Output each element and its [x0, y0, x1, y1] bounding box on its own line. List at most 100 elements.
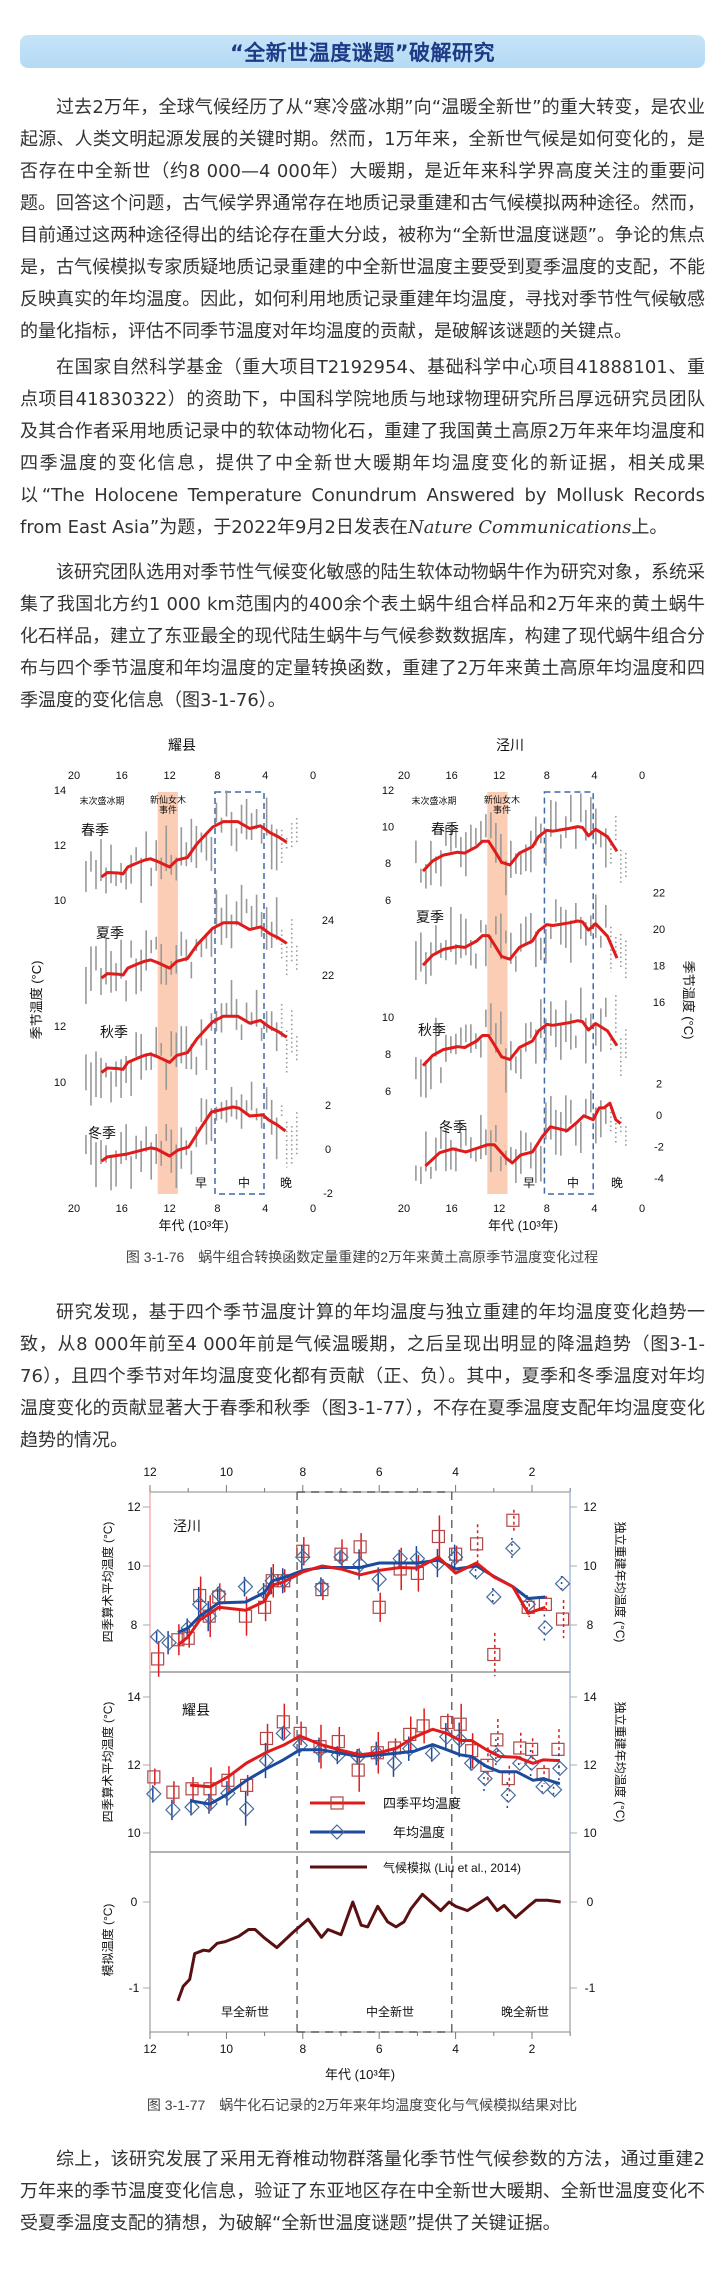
seasonal-mean-marker	[193, 1588, 207, 1603]
annual-mean-marker	[292, 1737, 308, 1754]
x-axis-label: 年代 (10³年)	[488, 1218, 558, 1233]
paragraph-funding-end: 上。	[631, 517, 668, 538]
y-tick-label: -2	[323, 1188, 333, 1200]
seasonal-mean-marker	[453, 1717, 467, 1731]
y-axis-label-right: 季节温度 (°C)	[681, 961, 696, 1040]
y-tick-label-right: 12	[583, 1500, 597, 1514]
x-tick-label-top: 12	[163, 770, 175, 782]
annual-mean-marker	[210, 1586, 227, 1602]
seasonal-mean-marker	[525, 1742, 539, 1756]
x-tick-label-top: 8	[544, 770, 550, 782]
x-tick-label-bottom: 20	[68, 1203, 80, 1215]
y-tick-label-left: 8	[131, 1618, 138, 1632]
panel-0: 12 12 10 10 8 8 泾川	[127, 1500, 597, 1677]
y-tick-label: 22	[653, 888, 665, 900]
y-tick-label-right: 12	[583, 1758, 597, 1772]
annual-mean-marker	[537, 1620, 554, 1636]
seasonal-mean-marker	[351, 1763, 365, 1777]
younger-dryas-label: 新仙女木	[484, 794, 520, 805]
holocene-period-label: 中	[567, 1175, 579, 1190]
paragraph-intro: 过去2万年，全球气候经历了从“寒冷盛冰期”向“温暖全新世”的重大转变，是农业起源…	[20, 97, 705, 342]
x-tick-label-top: 4	[591, 770, 597, 782]
x-axis-label: 年代 (10³年)	[325, 2067, 395, 2082]
annual-mean-marker	[485, 1589, 502, 1605]
x-tick-label-top: 12	[143, 1465, 157, 1479]
article-title: “全新世温度谜题”破解研究	[229, 40, 496, 65]
season-label: 秋季	[100, 1024, 128, 1040]
y-tick-label-left: 10	[127, 1826, 141, 1840]
y-tick-label: 18	[653, 960, 665, 972]
x-tick-label-top: 20	[398, 770, 410, 782]
seasonal-mean-marker	[501, 1771, 515, 1786]
annual-mean-marker	[546, 1781, 563, 1798]
season-label: 夏季	[416, 909, 444, 925]
annual-mean-marker	[314, 1578, 330, 1595]
season-temperature-curve	[100, 820, 288, 879]
seasonal-mean-marker	[334, 1547, 348, 1561]
y-tick-label: -2	[654, 1141, 664, 1153]
y-tick-label-left: 14	[127, 1690, 141, 1704]
annual-mean-marker	[161, 1634, 177, 1651]
younger-dryas-label: 新仙女木	[150, 794, 186, 805]
legend-annual-label: 年均温度	[393, 1825, 445, 1840]
seasonal-mean-marker	[487, 1647, 501, 1662]
x-tick-label-bottom: 0	[310, 1203, 316, 1215]
season-series-0: 春季 14 12 10	[54, 785, 298, 907]
season-temperature-curve	[421, 825, 619, 873]
x-tick-label-bottom: 12	[493, 1203, 505, 1215]
x-tick-label-bottom: 8	[299, 2042, 306, 2056]
seasonal-mean-marker	[431, 1529, 446, 1544]
panel-2: 0 0 -1 -1	[129, 1892, 596, 2002]
x-axis-label: 年代 (10³年)	[158, 1218, 228, 1233]
annual-mean-marker	[401, 1740, 418, 1757]
x-tick-label-top: 6	[376, 1465, 383, 1479]
seasonal-mean-marker	[331, 1734, 345, 1749]
annual-mean-marker	[191, 1596, 208, 1613]
x-tick-label-top: 10	[220, 1465, 234, 1479]
seasonal-mean-marker	[276, 1715, 290, 1729]
annual-mean-marker	[149, 1628, 166, 1645]
season-label: 夏季	[96, 925, 124, 941]
annual-mean-marker	[409, 1550, 426, 1567]
y-tick-label-left: 12	[127, 1758, 141, 1772]
x-tick-label-top: 0	[639, 770, 645, 782]
y-tick-label-left: 10	[127, 1559, 141, 1573]
x-tick-label-bottom: 6	[376, 2042, 383, 2056]
paragraph-findings: 研究发现，基于四个季节温度计算的年均温度与独立重建的年均温度变化趋势一致，从8 …	[20, 1302, 705, 1451]
season-series-3: 冬季 2 0 -2 -4	[415, 1079, 664, 1185]
seasonal-mean-marker	[480, 1758, 494, 1772]
y-tick-label: 12	[54, 840, 66, 852]
paragraph-conclusion: 综上，该研究发展了采用无脊椎动物群落量化季节性气候参数的方法，通过重建2万年来的…	[20, 2149, 705, 2234]
seasonal-mean-marker	[551, 1742, 565, 1756]
x-tick-label-bottom: 12	[143, 2042, 157, 2056]
x-tick-label-top: 8	[299, 1465, 306, 1479]
holocene-period-label: 中全新世	[366, 2004, 414, 2019]
holocene-period-label: 早	[523, 1176, 535, 1190]
seasonal-mean-marker	[185, 1782, 199, 1796]
seasonal-mean-marker	[259, 1731, 274, 1746]
lgm-label: 末次盛冰期	[411, 795, 456, 806]
site-title: 耀县	[168, 737, 196, 753]
paragraph-funding-text: 在国家自然科学基金（重大项目T2192954、基础科学中心项目41888101、…	[20, 357, 705, 538]
season-series-0: 春季 12 10 8 6	[382, 785, 627, 907]
seasonal-mean-marker	[513, 1741, 527, 1755]
annual-mean-marker	[477, 1770, 493, 1787]
seasonal-mean-marker	[440, 1715, 454, 1730]
seasonal-mean-marker	[353, 1540, 367, 1554]
x-tick-label-bottom: 4	[262, 1203, 268, 1215]
holocene-period-label: 中	[238, 1175, 250, 1190]
annual-mean-marker	[294, 1549, 311, 1565]
season-label: 冬季	[88, 1125, 116, 1141]
season-temperature-curve	[100, 1105, 287, 1163]
season-temperature-curve	[421, 919, 619, 967]
y-tick-label: 10	[382, 1012, 394, 1024]
seasonal-mean-line	[176, 1555, 546, 1647]
annual-mean-marker	[275, 1725, 292, 1742]
y-tick-label: 8	[385, 1049, 391, 1061]
annual-mean-marker	[554, 1575, 571, 1592]
y-tick-label: 2	[325, 1100, 331, 1112]
y-tick-label: 2	[656, 1079, 662, 1091]
site-label: 耀县	[182, 1702, 210, 1718]
x-tick-label-top: 2	[529, 1465, 536, 1479]
